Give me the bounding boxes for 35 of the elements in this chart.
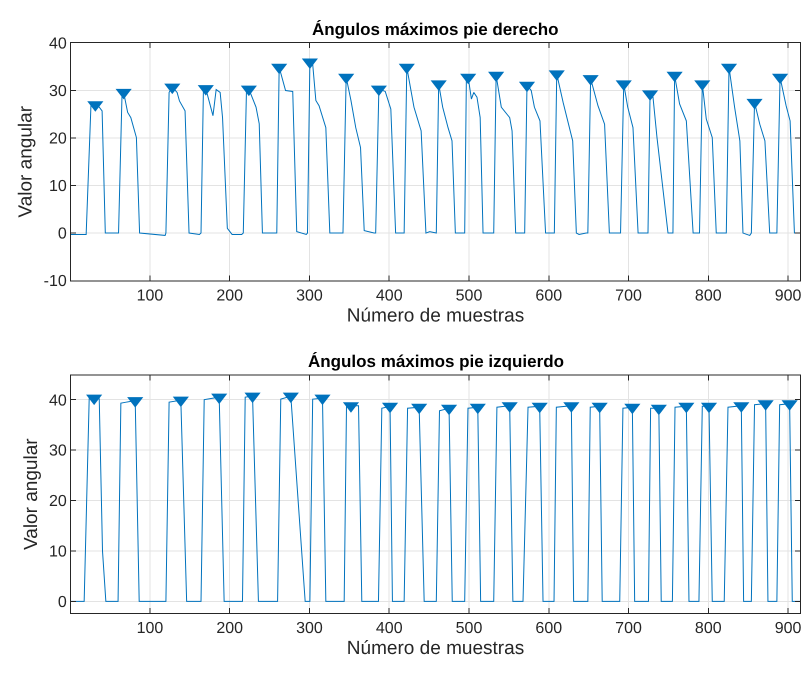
y-tick-label: -10 bbox=[44, 273, 67, 290]
x-tick-label: 300 bbox=[296, 288, 323, 305]
y-axis-title: Valor angular bbox=[20, 438, 42, 550]
y-tick-label: 10 bbox=[49, 178, 67, 196]
x-tick-label: 500 bbox=[456, 620, 482, 638]
x-tick-label: 400 bbox=[376, 288, 403, 305]
x-tick-label: 700 bbox=[615, 620, 642, 638]
x-tick-label: 200 bbox=[216, 288, 244, 305]
y-tick-label: 10 bbox=[49, 544, 67, 561]
x-tick-label: 500 bbox=[456, 288, 482, 305]
y-tick-label: 20 bbox=[49, 130, 67, 148]
x-axis-title: Número de muestras bbox=[346, 638, 524, 659]
y-axis-title: Valor angular bbox=[16, 105, 37, 218]
x-tick-label: 100 bbox=[136, 288, 164, 305]
x-tick-label: 100 bbox=[136, 620, 164, 638]
y-tick-label: 40 bbox=[49, 36, 67, 53]
x-tick-label: 400 bbox=[376, 620, 403, 638]
y-tick-label: 20 bbox=[49, 493, 67, 510]
x-tick-label: 900 bbox=[774, 620, 802, 638]
x-tick-label: 600 bbox=[535, 620, 562, 638]
y-tick-label: 30 bbox=[49, 442, 67, 460]
x-tick-label: 800 bbox=[694, 288, 722, 305]
x-tick-label: 800 bbox=[694, 620, 722, 638]
y-tick-label: 30 bbox=[49, 83, 67, 100]
x-axis-title: Número de muestras bbox=[346, 306, 524, 327]
x-tick-label: 600 bbox=[535, 288, 562, 305]
x-tick-label: 200 bbox=[216, 620, 244, 638]
x-tick-label: 300 bbox=[296, 620, 323, 638]
chart-title: Ángulos máximos pie derecho bbox=[312, 19, 559, 39]
y-tick-label: 0 bbox=[58, 226, 67, 243]
x-tick-label: 700 bbox=[615, 288, 642, 305]
chart-title: Ángulos máximos pie izquierdo bbox=[308, 351, 564, 371]
x-tick-label: 900 bbox=[774, 288, 802, 305]
y-tick-label: 40 bbox=[49, 392, 67, 410]
y-tick-label: 0 bbox=[58, 594, 67, 612]
